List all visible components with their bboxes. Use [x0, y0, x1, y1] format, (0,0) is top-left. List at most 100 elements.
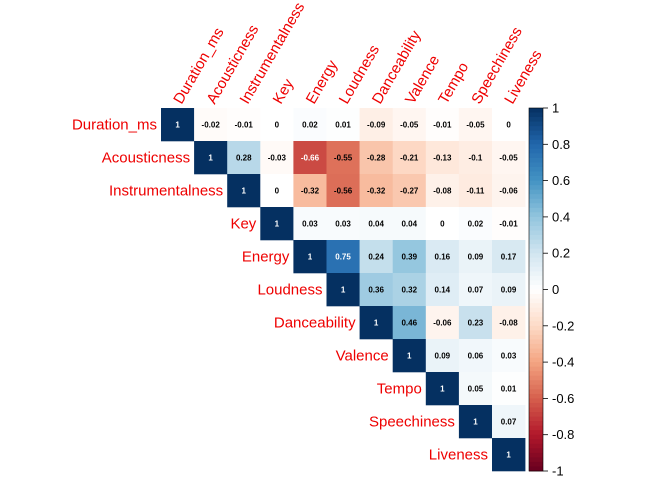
row-label-valence: Valence: [336, 348, 389, 365]
colorbar-segment: [529, 294, 543, 299]
cell-value-label: -0.08: [433, 187, 452, 196]
row-label-key: Key: [230, 216, 256, 233]
row-label-liveness: Liveness: [429, 447, 488, 464]
cell-value-label: 0.16: [435, 253, 451, 262]
colorbar-segment: [529, 153, 543, 158]
cell-value-label: -0.03: [268, 154, 287, 163]
colorbar-segment: [529, 303, 543, 308]
cell-value-label: 0.32: [401, 286, 417, 295]
colorbar-segment: [529, 126, 543, 131]
colorbar-segment: [529, 385, 543, 390]
cell-value-label: 0.17: [501, 253, 517, 262]
column-label-key: Key: [270, 76, 298, 107]
cell-value-label: 1: [374, 319, 379, 328]
colorbar-segment: [529, 412, 543, 417]
cell-value-label: -0.05: [499, 154, 518, 163]
colorbar-segment: [529, 172, 543, 177]
colorbar-tick-label: -0.4: [552, 355, 574, 370]
colorbar-tick-label: -0.2: [552, 318, 574, 333]
cell-value-label: 0.14: [435, 286, 451, 295]
row-label-acousticness: Acousticness: [102, 150, 190, 167]
colorbar-segment: [529, 108, 543, 113]
colorbar-segment: [529, 448, 543, 453]
colorbar-segment: [529, 240, 543, 245]
cell-value-label: 0.75: [335, 253, 351, 262]
colorbar-segment: [529, 271, 543, 276]
cell-value-label: 0: [440, 220, 445, 229]
colorbar-segment: [529, 430, 543, 435]
cell-value-label: 0.06: [468, 352, 484, 361]
colorbar-segment: [529, 235, 543, 240]
cell-value-label: -0.1: [469, 154, 483, 163]
cell-value-label: 0.09: [468, 253, 484, 262]
colorbar-segment: [529, 407, 543, 412]
cell-value-label: 0.46: [401, 319, 417, 328]
cell-value-label: 0.01: [335, 121, 351, 130]
colorbar-segment: [529, 394, 543, 399]
cell-value-label: -0.66: [301, 154, 320, 163]
cell-value-label: 0.02: [468, 220, 484, 229]
colorbar-tick-label: 1: [552, 101, 559, 116]
colorbar-tick-label: 0: [552, 282, 559, 297]
colorbar-segment: [529, 122, 543, 127]
colorbar-segment: [529, 158, 543, 163]
cell-value-label: 1: [208, 154, 213, 163]
colorbar-segment: [529, 398, 543, 403]
colorbar-segment: [529, 194, 543, 199]
colorbar-segment: [529, 253, 543, 258]
colorbar-segment: [529, 312, 543, 317]
cell-value-label: 0.09: [501, 286, 517, 295]
colorbar-segment: [529, 267, 543, 272]
cell-value-label: 0.02: [302, 121, 318, 130]
colorbar-segment: [529, 308, 543, 313]
colorbar-segment: [529, 258, 543, 263]
colorbar-segment: [529, 444, 543, 449]
cell-value-label: 1: [275, 220, 280, 229]
cell-value-label: 0.36: [368, 286, 384, 295]
colorbar-segment: [529, 244, 543, 249]
colorbar-segment: [529, 135, 543, 140]
row-label-instrumentalness: Instrumentalness: [109, 183, 223, 200]
colorbar-segment: [529, 367, 543, 372]
colorbar-segment: [529, 462, 543, 467]
column-label-tempo: Tempo: [435, 60, 472, 107]
colorbar-tick-label: -0.8: [552, 427, 574, 442]
colorbar-segment: [529, 285, 543, 290]
cell-value-label: 1: [440, 385, 445, 394]
cell-value-label: 1: [506, 451, 511, 460]
colorbar-segment: [529, 457, 543, 462]
colorbar-segment: [529, 167, 543, 172]
cell-value-label: -0.05: [400, 121, 419, 130]
cell-value-label: -0.09: [367, 121, 386, 130]
cell-value-label: 0.01: [501, 385, 517, 394]
colorbar-segment: [529, 131, 543, 136]
cell-value-label: 0.03: [501, 352, 517, 361]
cell-value-label: -0.02: [202, 121, 221, 130]
cell-value-label: 0.23: [468, 319, 484, 328]
colorbar-segment: [529, 181, 543, 186]
colorbar-segment: [529, 453, 543, 458]
colorbar-segment: [529, 344, 543, 349]
cell-value-label: -0.21: [400, 154, 419, 163]
cell-value-label: -0.28: [367, 154, 386, 163]
cell-value-label: -0.01: [235, 121, 254, 130]
cell-value-label: 0.28: [236, 154, 252, 163]
cell-value-label: 1: [242, 187, 247, 196]
colorbar-segment: [529, 426, 543, 431]
colorbar: 10.80.60.40.20-0.2-0.4-0.6-0.8-1: [529, 101, 574, 479]
colorbar-segment: [529, 358, 543, 363]
cell-value-label: 1: [407, 352, 412, 361]
row-label-duration_ms: Duration_ms: [72, 117, 157, 134]
cell-value-label: 0: [275, 121, 280, 130]
cell-value-label: -0.56: [334, 187, 353, 196]
colorbar-segment: [529, 466, 543, 471]
cell-value-label: 0.07: [468, 286, 484, 295]
cell-value-label: 0.24: [368, 253, 384, 262]
colorbar-segment: [529, 317, 543, 322]
cell-value-label: 0.03: [335, 220, 351, 229]
colorbar-segment: [529, 176, 543, 181]
cell-value-label: 0.09: [435, 352, 451, 361]
colorbar-segment: [529, 321, 543, 326]
cell-value-label: -0.11: [467, 187, 485, 196]
